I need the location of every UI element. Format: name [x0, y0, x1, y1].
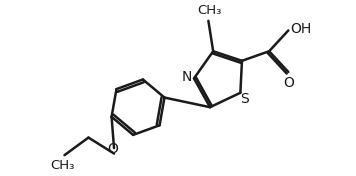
Text: S: S — [240, 92, 248, 106]
Text: CH₃: CH₃ — [197, 4, 221, 17]
Text: O: O — [283, 76, 294, 90]
Text: N: N — [182, 70, 192, 84]
Text: O: O — [107, 142, 118, 156]
Text: CH₃: CH₃ — [51, 159, 75, 172]
Text: OH: OH — [290, 22, 311, 36]
